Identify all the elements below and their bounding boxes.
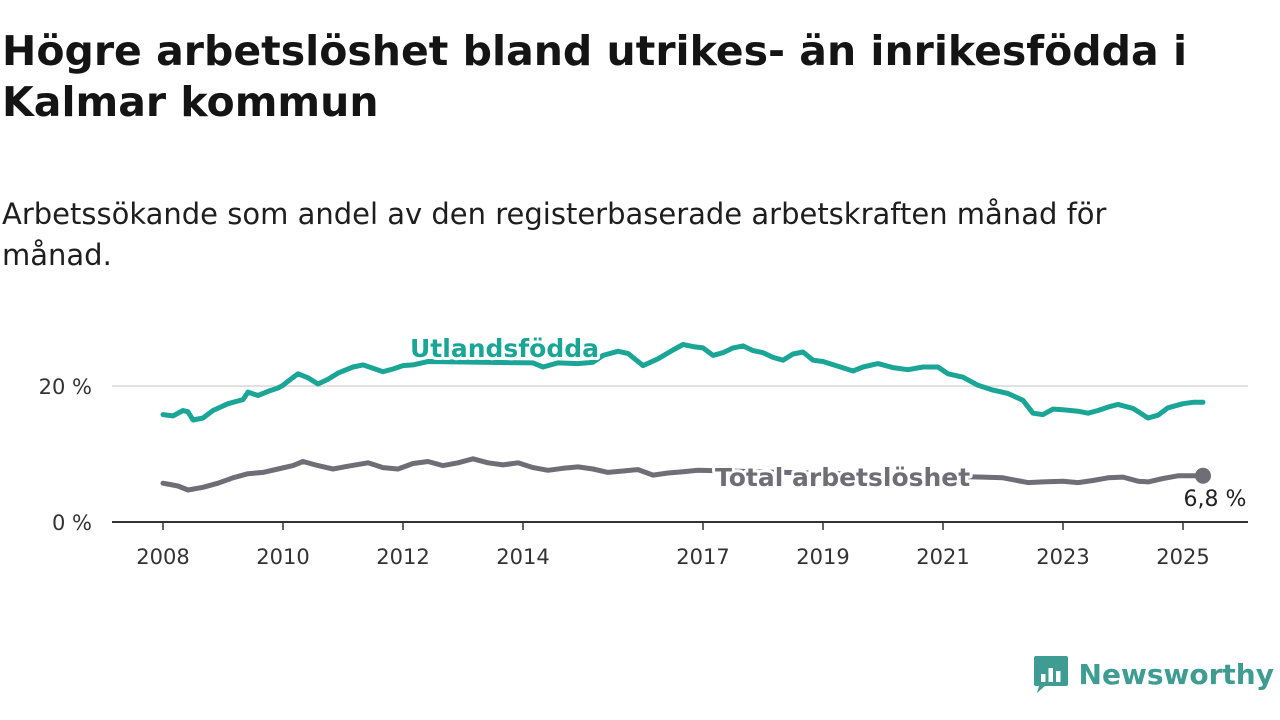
y-axis-ticks: 0 % 20 %	[39, 375, 92, 535]
x-tick-label: 2023	[1036, 545, 1089, 569]
chart-title: Högre arbetslöshet bland utrikes- än inr…	[2, 27, 1187, 126]
x-tick-label: 2010	[256, 545, 309, 569]
newsworthy-logo-icon	[1033, 656, 1068, 693]
series-line-utlandsfodda	[160, 342, 1206, 423]
series-lines	[160, 342, 1206, 493]
brand-logo: Newsworthy	[1033, 652, 1274, 696]
series-labels: Utlandsfödda Total arbetslöshet 6,8 %	[407, 331, 1247, 512]
x-tick-label: 2021	[916, 545, 969, 569]
y-tick-label: 0 %	[52, 511, 92, 535]
brand-name: Newsworthy	[1078, 657, 1274, 691]
x-tick-label: 2019	[796, 545, 849, 569]
x-tick-label: 2012	[376, 545, 429, 569]
line-chart: 0 % 20 % 2008 2010 2012 2014 2017 2019 2021 2023…	[39, 331, 1248, 569]
x-axis: 2008 2010 2012 2014 2017 2019 2021 2023 2025	[112, 521, 1248, 569]
end-point-marker	[1195, 467, 1211, 484]
x-tick-label: 2017	[676, 545, 729, 569]
y-tick-label: 20 %	[39, 375, 92, 399]
end-value-label: 6,8 %	[1184, 487, 1247, 512]
series-label-total: Total arbetslöshet	[715, 463, 970, 492]
chart-subtitle: Arbetssökande som andel av den registerb…	[2, 197, 1107, 272]
series-line-total	[160, 456, 1206, 493]
x-tick-label: 2008	[136, 545, 189, 569]
x-tick-label: 2014	[496, 545, 549, 569]
series-label-utlandsfodda: Utlandsfödda	[410, 334, 599, 363]
x-tick-label: 2025	[1156, 545, 1209, 569]
